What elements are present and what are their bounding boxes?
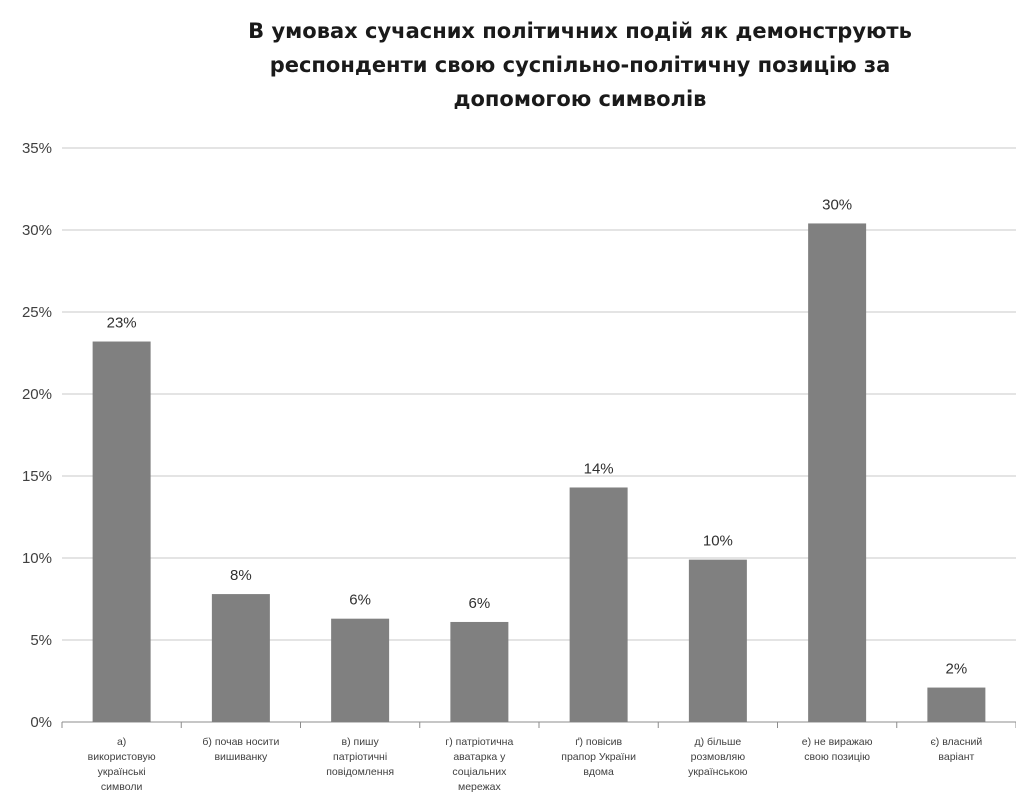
y-tick-label: 5%	[30, 632, 52, 649]
x-tick-label: ґ) повісив прапор України вдома	[561, 736, 636, 778]
y-tick-label: 15%	[22, 468, 52, 485]
x-tick-label: е) не виражаю свою позицію	[802, 736, 873, 763]
chart-title: В умовах сучасних політичних подій як де…	[248, 19, 912, 111]
y-tick-label: 0%	[30, 714, 52, 731]
x-tick-label: є) власний варіант	[930, 736, 982, 763]
data-label: 10%	[703, 533, 733, 550]
data-label: 30%	[822, 196, 852, 213]
y-tick-label: 20%	[22, 386, 52, 403]
y-axis-ticks: 0% 5% 10% 15% 20% 25% 30% 35%	[22, 140, 52, 731]
y-tick-label: 30%	[22, 222, 52, 239]
data-label: 23%	[107, 315, 137, 332]
bars	[92, 223, 986, 722]
bar	[808, 223, 867, 722]
data-label: 6%	[349, 592, 371, 609]
y-tick-label: 25%	[22, 304, 52, 321]
bar	[450, 621, 509, 722]
data-labels: 23% 8% 6% 6% 14% 10% 30% 2%	[107, 196, 968, 677]
y-tick-label: 10%	[22, 550, 52, 567]
x-tick-label: д) більше розмовляю українською	[688, 736, 748, 778]
x-tick-label: г) патріотична аватарка у соціальних мережа…	[445, 736, 513, 793]
bar	[927, 687, 986, 722]
x-tick-label: а) використовую українські символи	[88, 736, 156, 793]
data-label: 2%	[946, 661, 968, 678]
x-tick-label: б) почав носити вишиванку	[202, 736, 279, 763]
bar	[331, 618, 390, 722]
x-tick-label: в) пишу патріотичні повідомлення	[326, 736, 394, 778]
bar	[569, 487, 628, 722]
bar	[211, 594, 270, 722]
y-tick-label: 35%	[22, 140, 52, 157]
data-label: 14%	[584, 460, 614, 477]
data-label: 6%	[469, 595, 491, 612]
x-axis-labels: а) використовую українські символи б) почав …	[88, 736, 983, 793]
x-axis	[61, 722, 1016, 728]
bar	[688, 559, 747, 722]
data-label: 8%	[230, 567, 252, 584]
bar	[92, 341, 151, 722]
gridlines	[62, 147, 1016, 723]
